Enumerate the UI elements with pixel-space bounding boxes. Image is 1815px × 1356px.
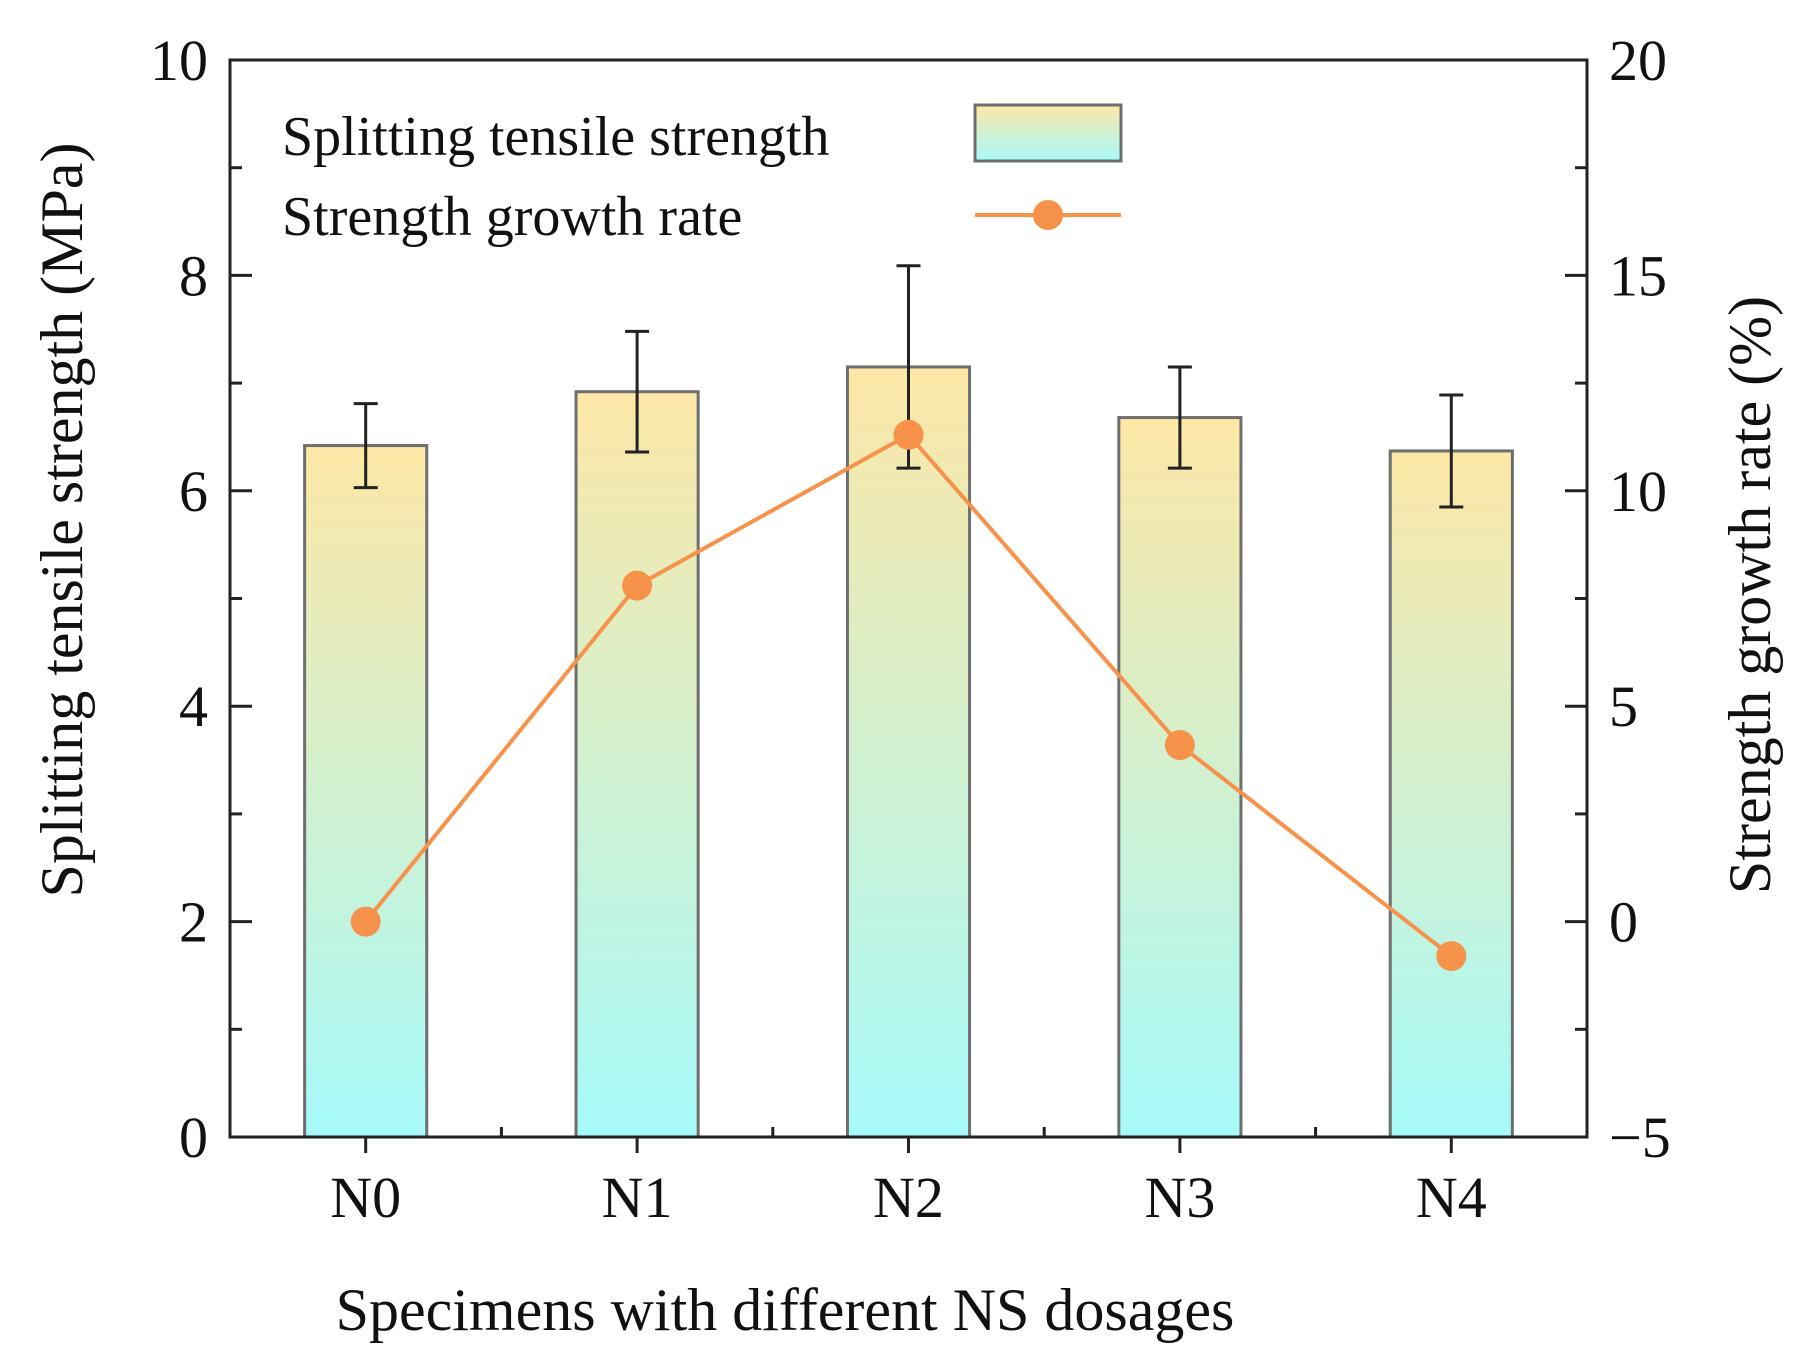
legend-swatch-strength (973, 103, 1123, 163)
left-axis: 0 2 4 6 8 10 (150, 28, 252, 1170)
error-bar-N4 (1439, 393, 1464, 509)
left-tick-label: 2 (179, 890, 208, 955)
x-tick-label-N2: N2 (873, 1165, 944, 1230)
legend-label-strength: Splitting tensile strength (282, 106, 830, 168)
left-tick-label: 10 (150, 28, 208, 93)
legend: Splitting tensile strength Strength grow… (282, 103, 1123, 248)
growth-point-N0 (350, 906, 381, 937)
left-tick-label: 6 (179, 459, 208, 524)
bars-layer (303, 365, 1514, 1139)
left-tick-label: 4 (179, 674, 208, 739)
right-axis: −5 0 5 10 15 20 (1565, 28, 1671, 1170)
growth-line-layer (350, 419, 1467, 972)
right-tick-label: −5 (1609, 1105, 1671, 1170)
right-tick-label: 20 (1609, 28, 1667, 93)
x-tick-label-N0: N0 (330, 1165, 401, 1230)
right-tick-label: 0 (1609, 890, 1638, 955)
growth-point-N4 (1436, 941, 1467, 972)
left-tick-label: 8 (179, 243, 208, 308)
error-bar-N0 (353, 402, 378, 490)
error-bar-N1 (625, 329, 650, 454)
legend-marker-growth (1033, 200, 1063, 230)
x-axis: N0 N1 N2 N3 N4 (330, 1127, 1487, 1230)
bar-N1 (574, 390, 700, 1139)
bar-N2 (845, 365, 972, 1139)
left-axis-title: Splitting tensile strength (MPa) (29, 143, 95, 898)
x-axis-title: Specimens with different NS dosages (336, 1277, 1235, 1343)
bar-N4 (1388, 449, 1514, 1139)
x-tick-label-N3: N3 (1144, 1165, 1215, 1230)
left-tick-label: 0 (179, 1105, 208, 1170)
right-axis-title: Strength growth rate (%) (1717, 296, 1783, 894)
bar-N0 (303, 444, 429, 1139)
error-bars-layer (353, 264, 1464, 509)
growth-point-N2 (893, 419, 924, 450)
right-tick-label: 15 (1609, 243, 1667, 308)
x-tick-label-N4: N4 (1416, 1165, 1487, 1230)
growth-point-N3 (1164, 729, 1195, 760)
x-tick-label-N1: N1 (602, 1165, 673, 1230)
right-tick-label: 10 (1609, 459, 1667, 524)
error-bar-N3 (1167, 365, 1192, 470)
legend-label-growth: Strength growth rate (282, 186, 742, 248)
growth-point-N1 (622, 570, 653, 601)
right-tick-label: 5 (1609, 674, 1638, 739)
